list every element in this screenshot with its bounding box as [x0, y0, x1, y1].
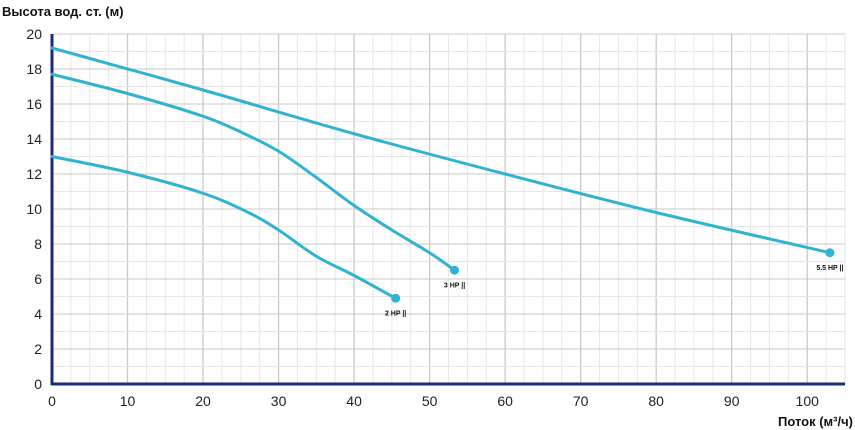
y-tick-label: 10 [26, 201, 42, 217]
y-tick-label: 20 [26, 26, 42, 42]
x-tick-label: 20 [195, 393, 211, 409]
series-end-label-3-hp: 3 HP || [444, 282, 465, 289]
series-line-3-hp [50, 72, 457, 272]
series-end-point-2-hp [391, 293, 401, 303]
series-end-point-3-hp [450, 265, 460, 275]
y-tick-label: 12 [26, 166, 42, 182]
x-tick-label: 100 [796, 393, 820, 409]
y-tick-label: 18 [26, 61, 42, 77]
y-axis-label: Высота вод. ст. (м) [2, 4, 124, 19]
x-axis-label: Поток (м³/ч) [778, 414, 853, 429]
x-tick-label: 50 [422, 393, 438, 409]
x-tick-label: 10 [120, 393, 136, 409]
x-tick-label: 40 [346, 393, 362, 409]
y-tick-label: 16 [26, 96, 42, 112]
y-tick-label: 8 [34, 236, 42, 252]
y-tick-label: 0 [34, 376, 42, 392]
x-tick-label: 90 [724, 393, 740, 409]
x-tick-label: 70 [573, 393, 589, 409]
series-end-label-5-5-hp: 5.5 HP || [816, 265, 843, 272]
grid [51, 33, 846, 385]
y-tick-label: 2 [34, 341, 42, 357]
axes [50, 34, 845, 386]
x-tick-label: 30 [271, 393, 287, 409]
series-line-5-5-hp [50, 46, 832, 255]
series-group: 2 HP || 3 HP || 5.5 HP || [50, 46, 844, 317]
y-tick-label: 14 [26, 131, 42, 147]
x-tick-label: 0 [48, 393, 56, 409]
series-end-label-2-hp: 2 HP || [385, 310, 406, 317]
tick-labels: 0 2 4 6 8 10 12 14 16 18 20 0 10 20 30 40 50 60 70 80 90 100 [26, 26, 819, 409]
x-tick-label: 60 [497, 393, 513, 409]
x-tick-label: 80 [648, 393, 664, 409]
series-line-2-hp [50, 155, 398, 300]
y-tick-label: 6 [34, 271, 42, 287]
series-end-point-5-5-hp [825, 248, 835, 258]
y-tick-label: 4 [34, 306, 42, 322]
